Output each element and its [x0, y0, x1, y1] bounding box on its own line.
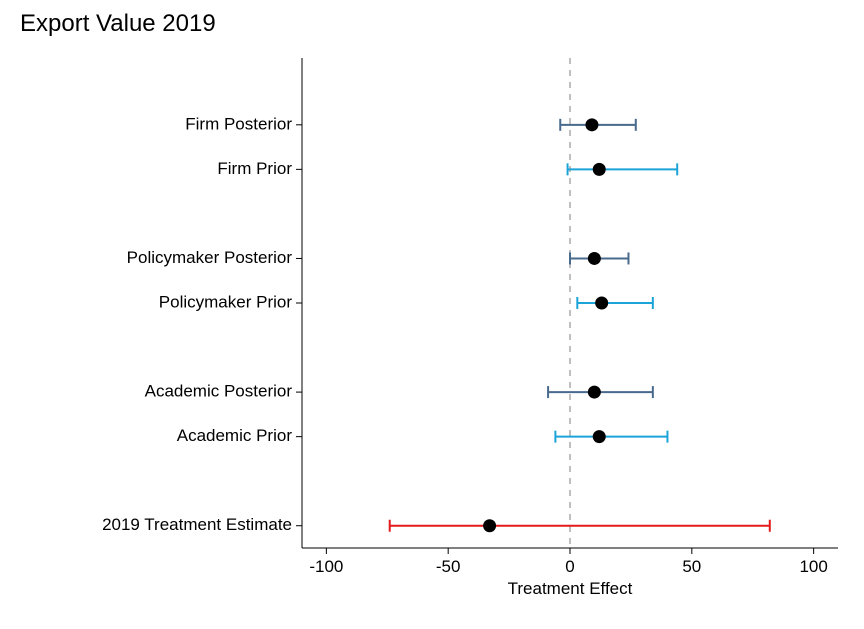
y-axis-label: Policymaker Posterior: [127, 248, 293, 267]
x-tick-label: -50: [436, 557, 461, 576]
x-axis-title: Treatment Effect: [508, 579, 633, 598]
point-estimate: [593, 163, 606, 176]
x-tick-label: 50: [682, 557, 701, 576]
point-estimate: [595, 297, 608, 310]
y-axis-label: Academic Posterior: [145, 382, 293, 401]
x-tick-label: 100: [799, 557, 827, 576]
point-estimate: [588, 252, 601, 265]
chart-container: Export Value 2019 Firm Posterior Firm Pri…: [0, 0, 864, 629]
point-estimate: [593, 430, 606, 443]
forest-plot-svg: Firm Posterior Firm Prior Policymaker Post…: [0, 0, 864, 629]
x-tick-label: -100: [309, 557, 343, 576]
point-estimate: [483, 519, 496, 532]
chart-title: Export Value 2019: [20, 10, 216, 38]
x-tick-label: 0: [565, 557, 574, 576]
y-axis-label: Firm Prior: [217, 159, 292, 178]
point-estimate: [588, 386, 601, 399]
point-estimate: [585, 118, 598, 131]
y-axis-label: 2019 Treatment Estimate: [102, 515, 292, 534]
y-axis-label: Academic Prior: [177, 426, 293, 445]
y-axis-label: Policymaker Prior: [159, 292, 293, 311]
y-axis-label: Firm Posterior: [185, 114, 292, 133]
